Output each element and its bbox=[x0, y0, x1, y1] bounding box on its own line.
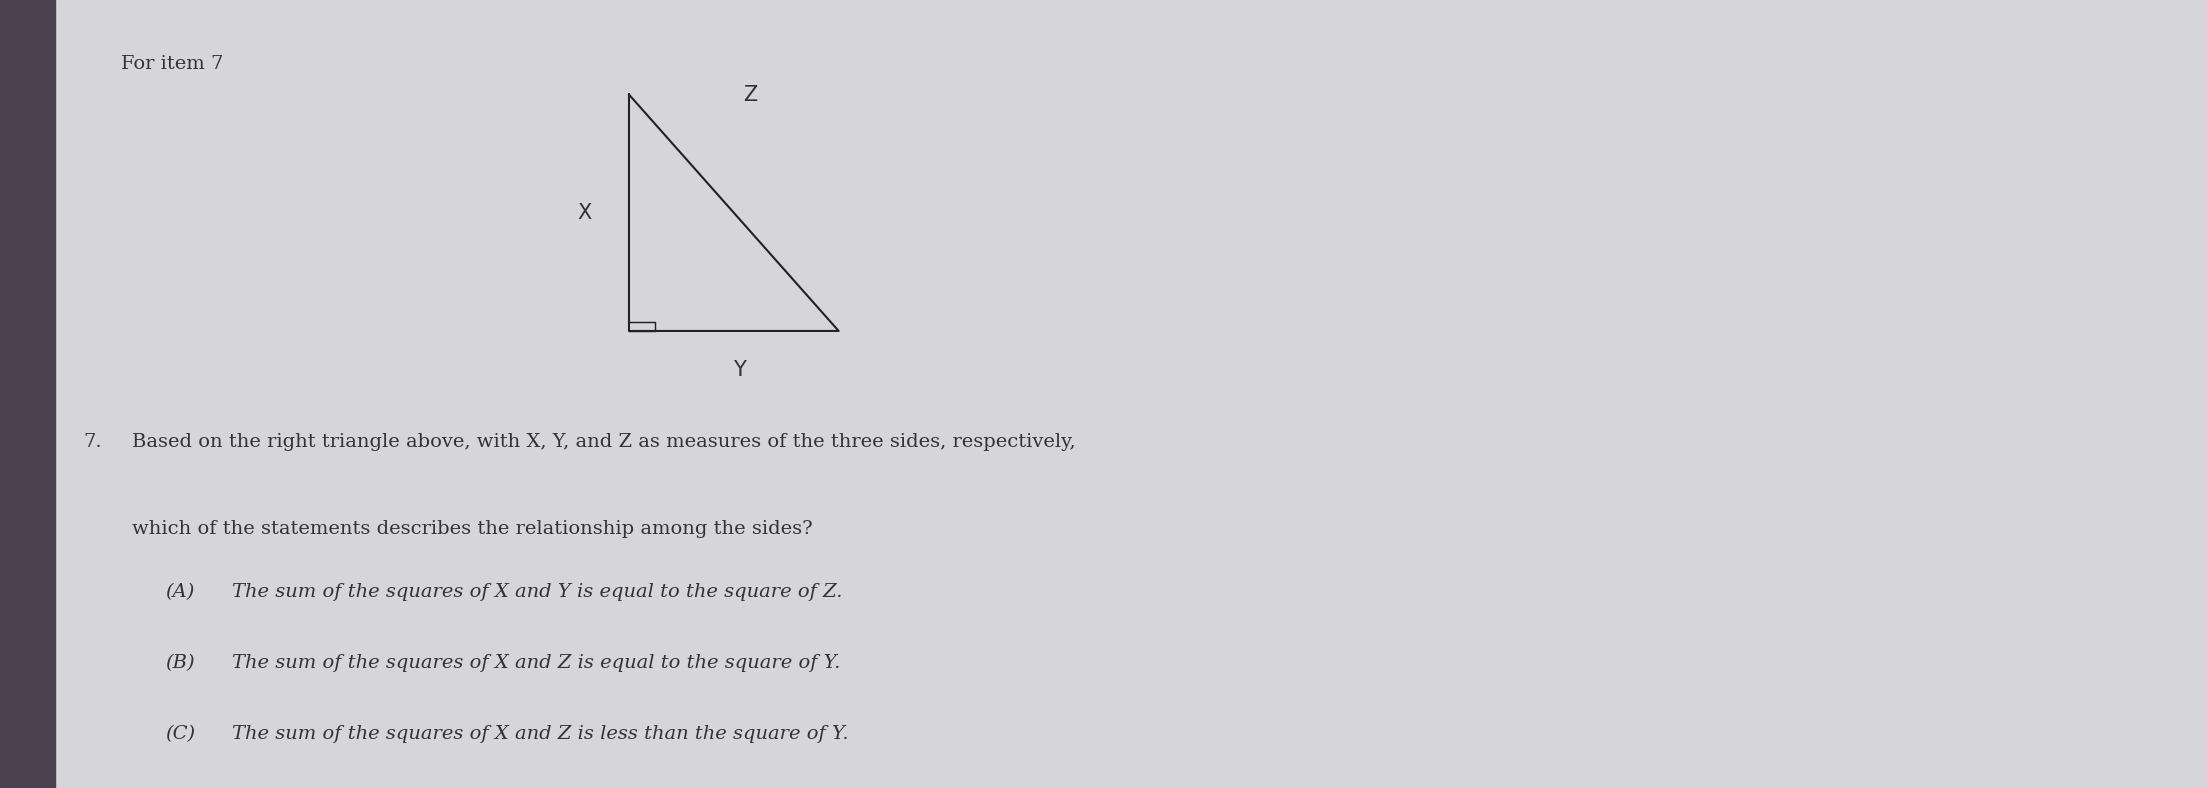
Text: (A): (A) bbox=[166, 583, 194, 601]
Text: The sum of the squares of X and Y is equal to the square of Z.: The sum of the squares of X and Y is equ… bbox=[232, 583, 843, 601]
Text: (B): (B) bbox=[166, 654, 194, 672]
Text: X: X bbox=[578, 203, 591, 223]
Text: Based on the right triangle above, with X, Y, and Z as measures of the three sid: Based on the right triangle above, with … bbox=[132, 433, 1077, 452]
Text: The sum of the squares of X and Z is less than the square of Y.: The sum of the squares of X and Z is les… bbox=[232, 725, 847, 743]
Text: Z: Z bbox=[744, 84, 757, 105]
Text: For item 7: For item 7 bbox=[121, 55, 223, 73]
Bar bbox=[0, 0, 55, 788]
Text: (C): (C) bbox=[166, 725, 196, 743]
Text: Y: Y bbox=[733, 360, 746, 381]
Text: which of the statements describes the relationship among the sides?: which of the statements describes the re… bbox=[132, 520, 812, 538]
Text: The sum of the squares of X and Z is equal to the square of Y.: The sum of the squares of X and Z is equ… bbox=[232, 654, 841, 672]
Text: 7.: 7. bbox=[84, 433, 102, 452]
